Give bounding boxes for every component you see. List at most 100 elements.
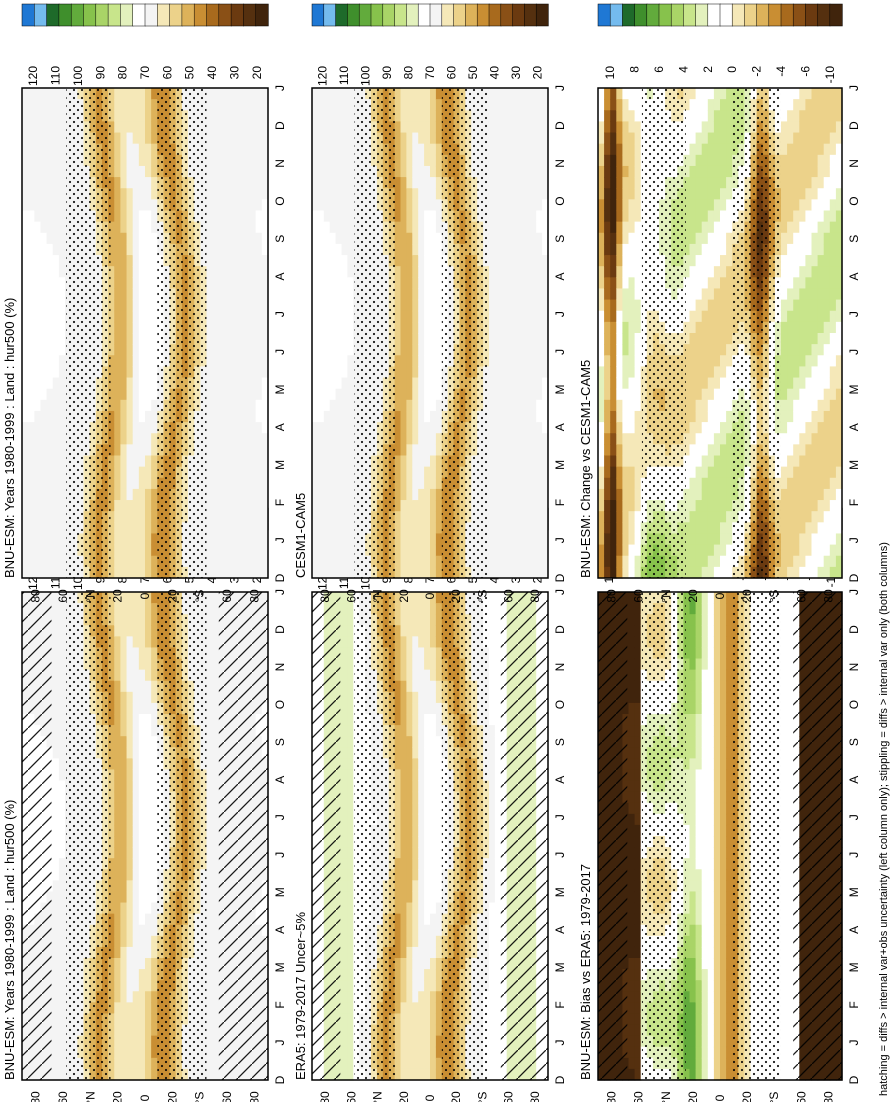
heatmap-cell bbox=[418, 625, 425, 637]
heatmap-cell bbox=[126, 522, 134, 535]
heatmap-cell bbox=[151, 433, 158, 445]
heatmap-cell bbox=[114, 902, 121, 915]
colorbar-swatch bbox=[218, 3, 232, 27]
heatmap-cell bbox=[34, 555, 42, 568]
heatmap-cell bbox=[212, 210, 220, 223]
heatmap-cell bbox=[206, 333, 214, 345]
heatmap-cell bbox=[22, 221, 29, 234]
heatmap-cell bbox=[435, 625, 443, 637]
heatmap-cell bbox=[52, 444, 60, 457]
heatmap-cell bbox=[126, 813, 134, 826]
heatmap-cell bbox=[40, 466, 48, 479]
heatmap-cell bbox=[394, 747, 402, 759]
heatmap-cell bbox=[138, 366, 146, 379]
heatmap-cell bbox=[435, 780, 443, 793]
heatmap-cell bbox=[218, 544, 226, 557]
month-tick-label: M bbox=[273, 962, 287, 972]
heatmap-cell bbox=[126, 847, 134, 859]
heatmap-cell bbox=[151, 566, 158, 579]
heatmap-cell bbox=[206, 500, 214, 512]
heatmap-cell bbox=[347, 980, 354, 992]
heatmap-cell bbox=[151, 880, 158, 893]
heatmap-cell bbox=[206, 824, 214, 837]
panel-title: BNU-ESM: Years 1980-1999 : Land : hur500… bbox=[2, 800, 17, 1080]
heatmap-cell bbox=[341, 980, 348, 992]
heatmap-cell bbox=[114, 99, 121, 111]
heatmap-cell bbox=[22, 466, 29, 479]
heatmap-cell bbox=[243, 255, 251, 267]
colorbar-swatch bbox=[206, 3, 220, 27]
heatmap-cell bbox=[145, 869, 152, 881]
heatmap-cell bbox=[46, 410, 54, 423]
heatmap-cell bbox=[218, 377, 226, 390]
heatmap-cell bbox=[138, 958, 146, 970]
heatmap-cell bbox=[424, 791, 431, 804]
heatmap-cell bbox=[341, 958, 348, 970]
heatmap-cell bbox=[206, 592, 214, 604]
heatmap-cell bbox=[52, 255, 60, 267]
heatmap-cell bbox=[237, 277, 244, 290]
heatmap-cell bbox=[151, 913, 158, 926]
heatmap-cell bbox=[145, 725, 152, 737]
heatmap-cell bbox=[206, 177, 214, 189]
heatmap-cell bbox=[261, 299, 269, 312]
heatmap-cell bbox=[40, 422, 48, 434]
heatmap-cell bbox=[347, 902, 354, 915]
heatmap-cell bbox=[243, 377, 251, 390]
heatmap-cell bbox=[34, 255, 42, 267]
heatmap-cell bbox=[218, 188, 226, 200]
heatmap-cell bbox=[108, 969, 115, 981]
heatmap-cell bbox=[108, 99, 115, 111]
heatmap-cell bbox=[237, 243, 244, 256]
heatmap-cell bbox=[114, 533, 121, 546]
month-tick-label: A bbox=[273, 423, 287, 431]
heatmap-cell bbox=[347, 669, 354, 682]
heatmap-cell bbox=[52, 880, 60, 893]
heatmap-cell bbox=[412, 691, 419, 704]
heatmap-cell bbox=[151, 199, 158, 212]
heatmap-cell bbox=[22, 121, 29, 134]
heatmap-cell bbox=[28, 555, 35, 568]
heatmap-cell bbox=[108, 544, 115, 557]
heatmap-cell bbox=[40, 266, 48, 278]
heatmap-cell bbox=[435, 1035, 443, 1048]
heatmap-cell bbox=[206, 847, 214, 859]
heatmap-cell bbox=[237, 410, 244, 423]
month-tick-label: O bbox=[273, 196, 287, 205]
heatmap-cell bbox=[341, 658, 348, 671]
panel-bnu-abs-hatched: BNU-ESM: Years 1980-1999 : Land : hur500… bbox=[2, 507, 287, 1102]
heatmap-cell bbox=[224, 221, 232, 234]
heatmap-cell bbox=[132, 555, 140, 568]
heatmap-cell bbox=[120, 165, 128, 178]
heatmap-cell bbox=[40, 165, 48, 178]
heatmap-cell bbox=[114, 1002, 121, 1015]
heatmap-cell bbox=[108, 288, 115, 301]
heatmap-cell bbox=[132, 847, 140, 859]
heatmap-cell bbox=[341, 714, 348, 726]
heatmap-cell bbox=[224, 154, 232, 167]
heatmap-cell bbox=[212, 154, 220, 167]
heatmap-cell bbox=[206, 880, 214, 893]
heatmap-cell bbox=[212, 647, 220, 660]
heatmap-cell bbox=[243, 444, 251, 457]
heatmap-cell bbox=[114, 603, 121, 615]
heatmap-cell bbox=[406, 658, 413, 671]
heatmap-cell bbox=[22, 377, 29, 390]
heatmap-cell bbox=[424, 836, 431, 848]
heatmap-cell bbox=[224, 444, 232, 457]
heatmap-cell bbox=[218, 533, 226, 546]
heatmap-cell bbox=[145, 243, 152, 256]
heatmap-cell bbox=[347, 1013, 354, 1026]
heatmap-cell bbox=[114, 769, 121, 782]
heatmap-cell bbox=[34, 533, 42, 546]
heatmap-cell bbox=[138, 780, 146, 793]
heatmap-cell bbox=[126, 636, 134, 649]
heatmap-cell bbox=[120, 769, 128, 782]
heatmap-cell bbox=[126, 1002, 134, 1015]
heatmap-cell bbox=[212, 946, 220, 959]
heatmap-cell bbox=[430, 702, 437, 715]
heatmap-cell bbox=[145, 344, 152, 356]
heatmap-cell bbox=[243, 522, 251, 535]
heatmap-cell bbox=[430, 592, 437, 604]
heatmap-cell bbox=[108, 980, 115, 992]
